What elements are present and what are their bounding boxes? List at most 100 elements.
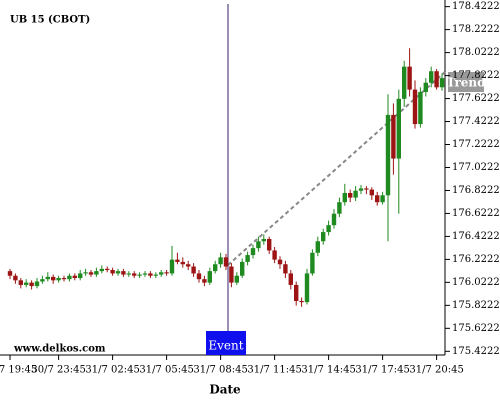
candle-body [412, 89, 418, 125]
candle-body [337, 202, 342, 214]
x-tick-label: 31/7 11:45 [247, 365, 301, 376]
x-tick-label: 30/7 23:45 [31, 365, 85, 376]
y-tick-label: 177.4222 [452, 116, 500, 127]
x-tick-label: 31/7 08:45 [193, 365, 247, 376]
candle-body [72, 275, 77, 279]
candle-body [132, 273, 137, 276]
x-tick-label: 31/7 05:45 [139, 365, 193, 376]
candle-body [348, 193, 353, 198]
y-tick-label: 178.2222 [452, 24, 500, 35]
y-tick-label: 176.6222 [452, 208, 500, 219]
y-tick-label: 178.0222 [452, 47, 500, 58]
candle-body [369, 189, 374, 196]
candle-body [418, 91, 423, 125]
candle-body [310, 252, 315, 274]
candle-body [153, 274, 158, 276]
candle-body [121, 271, 126, 275]
candle-body [385, 114, 391, 196]
candle-body [94, 271, 99, 275]
candle-body [105, 268, 110, 270]
y-tick-label: 178.4222 [452, 1, 500, 12]
candle-body [256, 241, 261, 249]
y-tick-label: 176.8222 [452, 185, 500, 196]
candle-body [175, 259, 180, 262]
candle-body [196, 273, 202, 280]
candle-body [342, 193, 347, 203]
candle-body [229, 266, 234, 283]
candle-body [7, 271, 13, 276]
candle-body [40, 279, 45, 282]
y-tick-label: 177.8222 [452, 70, 500, 81]
candle-body [272, 250, 277, 260]
candle-body [137, 274, 142, 276]
candle-body [99, 268, 104, 272]
y-tick-label: 177.6222 [452, 93, 500, 104]
candle-body [439, 78, 445, 88]
trend-label: Trend [446, 76, 486, 90]
candle-body [18, 280, 23, 285]
candle-body [142, 273, 148, 275]
candle-body [304, 273, 310, 303]
candle-body [294, 284, 299, 302]
y-tick-label: 175.8222 [452, 300, 500, 311]
candle-body [45, 276, 50, 280]
candle-body [202, 279, 207, 283]
candle-body [115, 271, 121, 274]
candle-body [380, 195, 385, 203]
x-axis-label: Date [209, 383, 241, 397]
candle-body [353, 190, 358, 198]
candle-body [283, 264, 288, 274]
candle-body [191, 266, 196, 274]
candle-body [34, 281, 40, 287]
candle-body [326, 225, 331, 233]
candle-body [261, 238, 266, 242]
candle-body [61, 278, 67, 280]
candle-body [164, 272, 169, 274]
event-label: Event [208, 339, 243, 353]
candle-body [267, 238, 272, 251]
candle-body [402, 66, 407, 99]
x-tick-label: 30/7 19:45 [0, 365, 37, 376]
candle-body [234, 275, 239, 283]
candle-body [299, 301, 304, 303]
candle-body [358, 188, 364, 191]
x-tick-label: 31/7 20:45 [409, 365, 463, 376]
candle-body [24, 282, 29, 285]
x-tick-label: 31/7 17:45 [355, 365, 409, 376]
y-tick-label: 176.2222 [452, 254, 500, 265]
candle-body [13, 275, 18, 281]
candle-body [213, 264, 218, 272]
candle-body [88, 272, 94, 275]
candle-body [51, 276, 56, 281]
candle-body [159, 272, 164, 275]
candle-body [331, 213, 337, 226]
candle-body [223, 257, 229, 267]
candle-body [277, 259, 283, 265]
x-tick-label: 31/7 14:45 [301, 365, 355, 376]
x-tick-label: 31/7 02:45 [85, 365, 139, 376]
candle-body [169, 259, 175, 274]
y-tick-label: 175.4222 [452, 346, 500, 357]
candle-body [126, 273, 131, 275]
candle-body [186, 264, 191, 267]
candle-body [218, 257, 223, 265]
candle-body [110, 269, 115, 274]
y-tick-label: 177.2222 [452, 139, 500, 150]
candle-body [245, 255, 250, 262]
y-tick-label: 176.4222 [452, 231, 500, 242]
candle-body [321, 232, 326, 242]
y-tick-label: 175.6222 [452, 323, 500, 334]
candle-body [148, 273, 153, 276]
candle-body [315, 241, 320, 253]
candle-body [364, 188, 369, 190]
candle-body [240, 261, 245, 276]
candle-body [56, 278, 61, 281]
trend-box [448, 72, 484, 92]
candle-body [67, 275, 72, 280]
candle-body [207, 271, 212, 283]
candle-body [423, 82, 428, 92]
candle-body [429, 71, 434, 83]
candle-body [407, 66, 412, 90]
candle-body [391, 114, 396, 159]
